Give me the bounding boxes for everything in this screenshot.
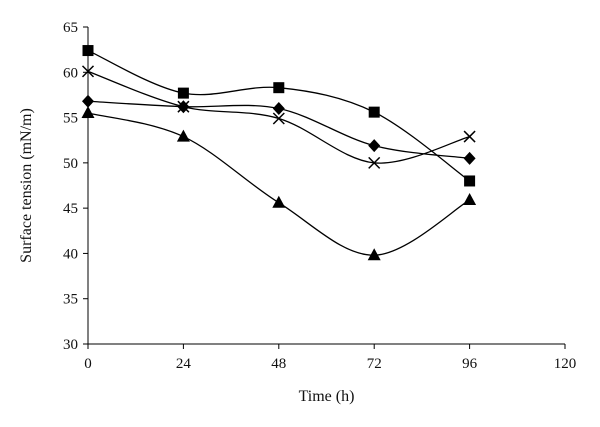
square-marker — [368, 106, 380, 118]
y-tick-label: 55 — [63, 111, 78, 127]
x-tick-label: 48 — [271, 356, 286, 372]
square-marker — [177, 87, 189, 99]
cross-marker — [81, 65, 95, 78]
x-axis-title: Time (h) — [299, 388, 355, 405]
series-diamond — [82, 94, 476, 165]
y-tick-label: 30 — [63, 337, 78, 353]
x-tick-label: 96 — [462, 356, 478, 372]
y-tick-label: 40 — [63, 246, 78, 262]
y-tick-label: 60 — [63, 65, 78, 81]
series-cross — [81, 65, 476, 169]
x-tick-label: 72 — [367, 356, 382, 372]
series-square — [82, 45, 476, 187]
diamond-marker — [368, 139, 381, 153]
square-marker — [82, 45, 94, 57]
diamond-marker — [177, 100, 190, 114]
cross-marker — [368, 156, 381, 169]
series-triangle — [81, 106, 477, 261]
diamond-marker — [272, 102, 285, 116]
x-tick-label: 0 — [84, 356, 92, 372]
y-axis-title: Surface tension (mN/m) — [18, 108, 35, 263]
y-tick-label: 45 — [63, 201, 78, 217]
series-line — [87, 112, 470, 256]
y-tick-label: 35 — [63, 292, 78, 308]
triangle-marker — [367, 248, 381, 261]
y-tick-label: 65 — [63, 20, 78, 36]
y-tick-label: 50 — [63, 156, 78, 172]
cross-marker — [272, 112, 285, 125]
triangle-marker — [176, 129, 190, 142]
diamond-marker — [463, 151, 476, 165]
x-tick-label: 24 — [176, 356, 192, 372]
triangle-marker — [272, 195, 286, 208]
cross-marker — [463, 130, 476, 143]
square-marker — [273, 82, 285, 94]
axes — [87, 27, 565, 345]
x-tick-label: 120 — [554, 356, 577, 372]
series-layer — [81, 45, 477, 261]
series-line — [87, 49, 470, 182]
ticks: 30 35 40 45 50 55 60 65 0 24 48 72 96 120 — [63, 20, 576, 372]
square-marker — [464, 175, 476, 187]
diamond-marker — [82, 94, 94, 108]
triangle-marker — [81, 106, 95, 119]
triangle-marker — [463, 192, 477, 205]
